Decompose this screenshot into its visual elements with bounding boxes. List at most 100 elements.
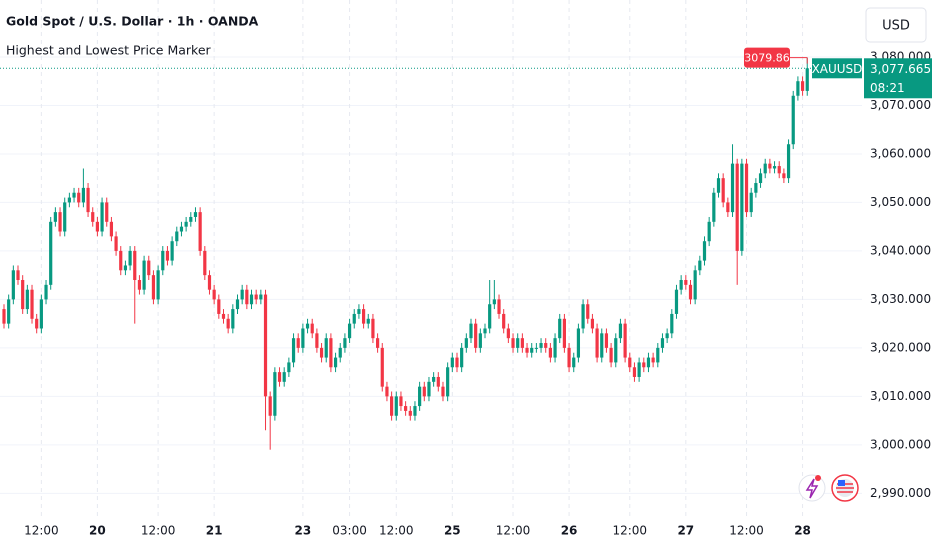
candle-body <box>735 163 739 251</box>
x-tick-label: 12:00 <box>612 524 647 538</box>
x-tick-label: 21 <box>206 524 223 538</box>
x-tick-label: 12:00 <box>729 524 764 538</box>
x-tick-label: 23 <box>295 524 312 538</box>
candle-body <box>240 289 244 300</box>
candle-body <box>81 187 85 203</box>
candle-body <box>712 192 716 222</box>
candle-body <box>315 333 319 348</box>
candle-body <box>179 226 184 232</box>
candle-body <box>642 362 646 368</box>
chart-subtitle: Highest and Lowest Price Marker <box>6 43 212 58</box>
candle-body <box>301 328 305 348</box>
candle-body <box>660 338 665 348</box>
candle-body <box>740 163 744 251</box>
candle-body <box>114 236 118 251</box>
overlay: 2,990.000 3,000.000 3,010.000 3,020.000 3,03… <box>0 47 932 538</box>
candle-body <box>665 333 669 339</box>
x-tick-label: 25 <box>444 524 461 538</box>
candle-body <box>366 318 370 324</box>
candle-body <box>474 323 478 348</box>
candle-body <box>422 386 426 397</box>
candle-body <box>7 299 11 324</box>
candle-body <box>609 347 613 363</box>
candle-body <box>310 323 314 334</box>
candle-body <box>11 270 15 300</box>
candle-body <box>688 284 693 300</box>
candle-body <box>282 372 286 382</box>
candle-body <box>628 357 632 368</box>
candle-body <box>726 202 730 213</box>
candle-body <box>581 304 585 329</box>
candle-body <box>614 338 618 363</box>
candle-body <box>595 328 599 358</box>
candle-body <box>203 250 207 276</box>
candle-body <box>469 323 473 339</box>
candle-body <box>319 347 324 358</box>
x-tick-label: 20 <box>89 524 106 538</box>
candle-body <box>460 347 464 368</box>
candle-body <box>137 280 142 290</box>
candle-body <box>147 260 151 276</box>
candle-body <box>189 216 193 222</box>
candle-body <box>193 212 198 217</box>
candle-body <box>436 376 440 387</box>
candle-body <box>254 294 258 300</box>
candle-body <box>558 318 562 339</box>
candle-body <box>758 173 763 184</box>
candle-body <box>674 289 679 314</box>
candle-body <box>791 95 795 145</box>
candle-body <box>572 357 576 368</box>
x-tick-label: 26 <box>561 524 578 538</box>
candle-body <box>441 386 445 397</box>
candles <box>2 57 809 450</box>
candle-body <box>632 367 637 377</box>
currency-label: USD <box>882 19 910 34</box>
candle-body <box>100 202 104 232</box>
candle-body <box>67 197 71 203</box>
events-icon[interactable] <box>798 474 826 502</box>
candle-body <box>404 406 408 411</box>
x-tick-label: 28 <box>794 524 811 538</box>
candle-body <box>716 178 721 193</box>
high-marker-label: 3079.86 <box>744 52 790 65</box>
candle-body <box>408 410 412 416</box>
candle-body <box>446 367 450 397</box>
candle-body <box>128 250 132 266</box>
candle-body <box>221 313 226 319</box>
candle-body <box>698 260 702 271</box>
candle-body <box>296 338 300 348</box>
candle-body <box>338 347 342 358</box>
candle-body <box>656 347 660 363</box>
x-tick-label: 27 <box>677 524 694 538</box>
candle-body <box>347 323 352 339</box>
candle-body <box>77 192 81 203</box>
candle-body <box>567 347 571 368</box>
candle-body <box>72 192 76 198</box>
candle-body <box>730 163 735 213</box>
y-tick-label: 3,000.000 <box>870 437 931 451</box>
candle-body <box>394 396 398 416</box>
candle-body <box>796 81 800 96</box>
candle-body <box>413 406 417 416</box>
candle-body <box>427 381 431 397</box>
candle-body <box>2 309 6 324</box>
candle-body <box>749 192 753 213</box>
candle-body <box>305 323 310 329</box>
candle-body <box>226 318 230 329</box>
candle-body <box>198 212 202 251</box>
currency-button[interactable] <box>865 7 927 43</box>
chart-title: Gold Spot / U.S. Dollar · 1h · OANDA <box>6 14 259 29</box>
candle-body <box>357 309 361 314</box>
candle-body <box>25 289 29 310</box>
candle-body <box>478 333 482 348</box>
candle-body <box>95 221 99 232</box>
candle-body <box>105 202 109 222</box>
grid <box>0 0 862 520</box>
candle-body <box>721 178 725 203</box>
candle-body <box>35 318 39 329</box>
candle-body <box>329 338 333 368</box>
candle-body <box>245 289 249 305</box>
candle-body <box>165 250 170 261</box>
